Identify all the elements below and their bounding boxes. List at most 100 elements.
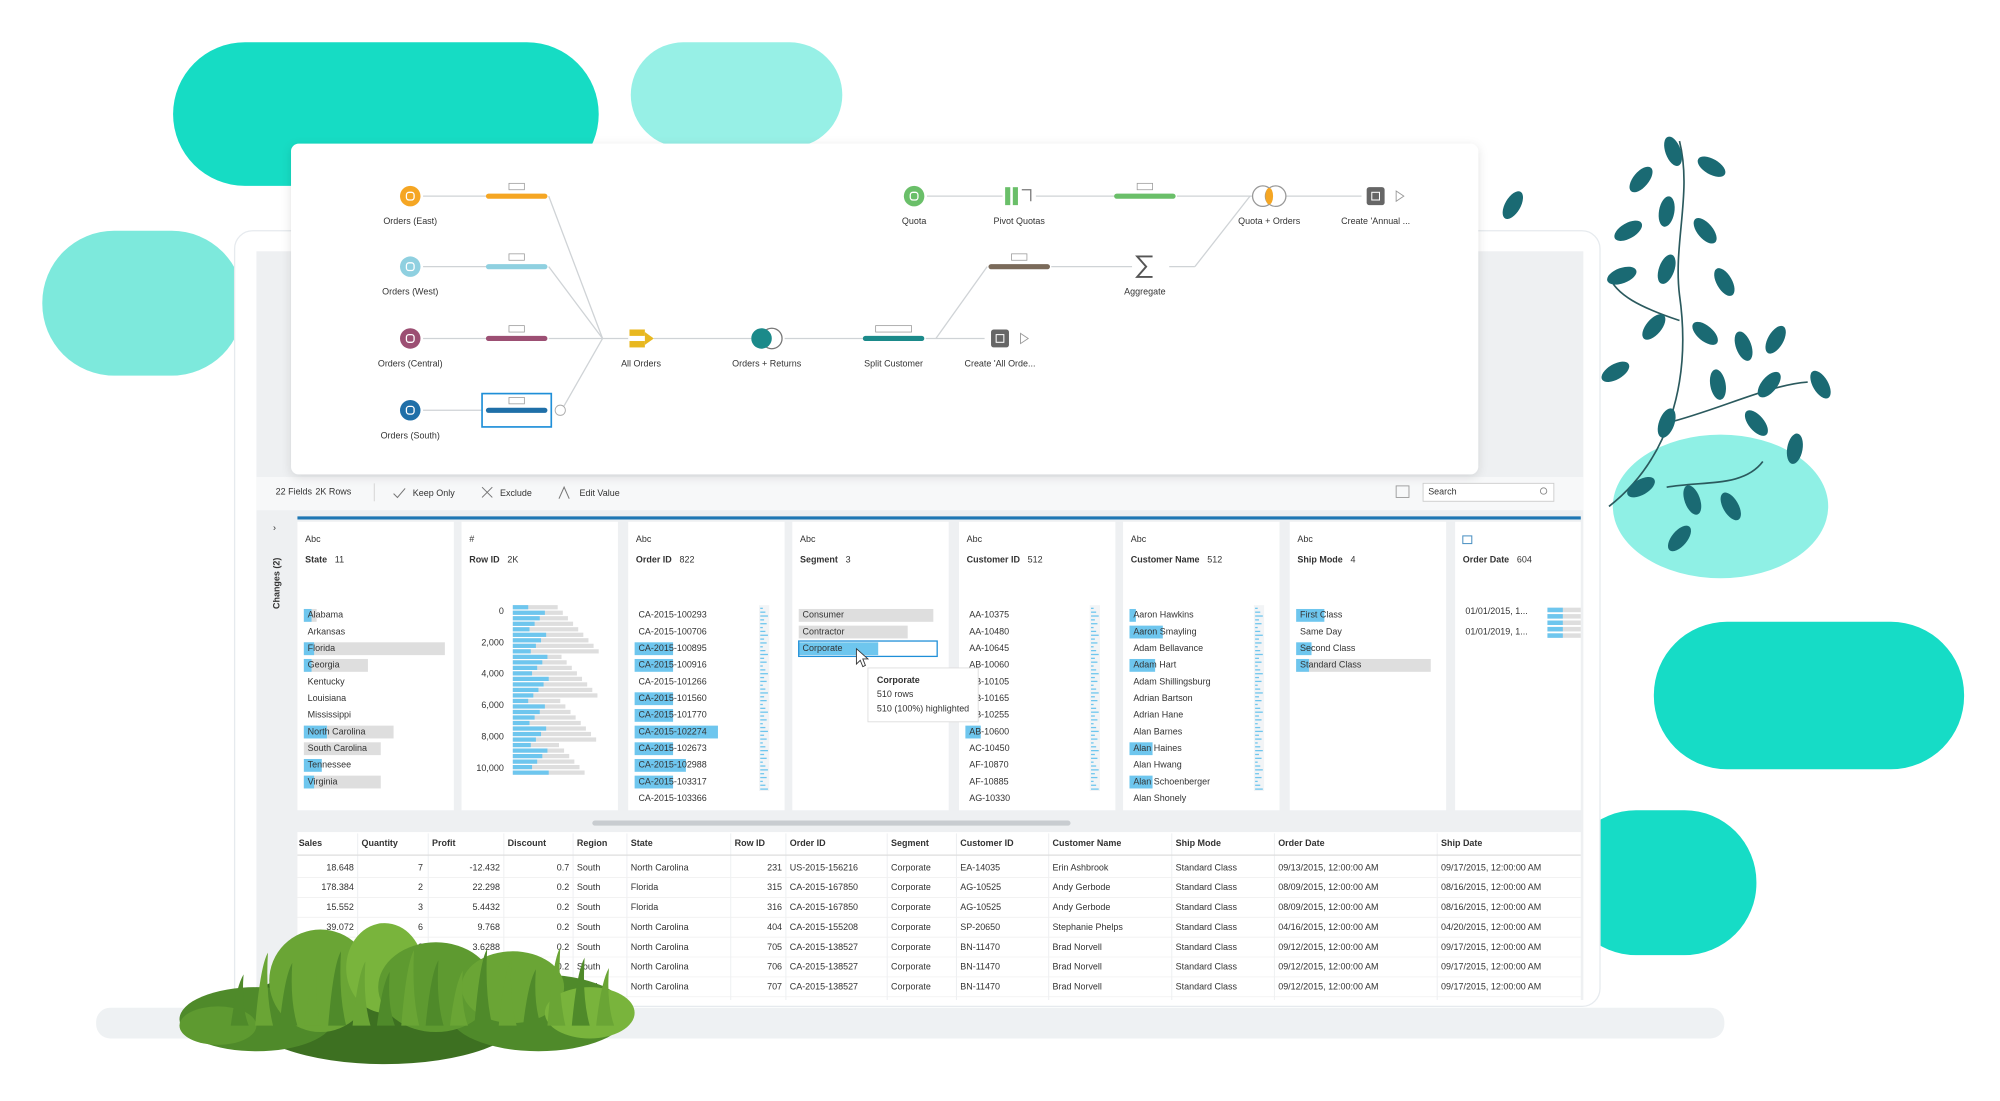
flow-edge	[935, 266, 988, 339]
step-icons	[1011, 253, 1028, 261]
mini-scroll-tick	[760, 738, 767, 740]
view-toggle	[1395, 485, 1410, 498]
toolbar-action[interactable]: Edit Value	[579, 488, 619, 498]
value-highlight	[303, 775, 315, 789]
mini-scroll-tick	[1255, 642, 1262, 644]
step-bar	[988, 264, 1050, 270]
toolbar-action[interactable]: Keep Only	[413, 488, 455, 498]
table-cell: 5.4432	[473, 902, 500, 912]
mini-scroll-tick	[1255, 692, 1263, 694]
mini-scroll-tick	[760, 623, 767, 625]
date-bar	[1547, 620, 1581, 625]
bush-leaf	[279, 962, 298, 1026]
step-bar	[485, 264, 548, 270]
mini-scroll-tick	[760, 699, 767, 702]
table-cell: 0.2	[557, 902, 569, 912]
mini-scroll-tick	[1091, 684, 1094, 686]
mini-scroll-tick	[1255, 715, 1259, 717]
profile-value: Consumer	[803, 610, 844, 620]
profile-value: CA-2015-100293	[638, 610, 706, 620]
field-count: 604	[1517, 555, 1532, 565]
mini-scroll-tick	[1091, 765, 1097, 767]
blob	[1612, 434, 1829, 579]
histogram-bar	[512, 759, 575, 764]
value-highlight	[303, 758, 322, 772]
mini-scroll-tick	[1091, 630, 1097, 633]
blob	[1564, 810, 1757, 956]
flow-node-c	[644, 332, 654, 345]
date-bar	[1547, 633, 1581, 638]
selected-value	[798, 640, 938, 658]
table-cell: BN-11470	[960, 982, 1000, 992]
step-icons	[875, 325, 912, 333]
toolbar-action[interactable]: Exclude	[500, 488, 532, 498]
mini-scroll-tick	[1091, 776, 1098, 779]
flow-panel	[291, 143, 1479, 475]
table-cell: South	[577, 882, 600, 892]
mini-scroll-tick	[1255, 661, 1262, 663]
histogram-tick: 8,000	[481, 732, 503, 742]
mini-scroll-tick	[760, 615, 768, 617]
mini-scroll-tick	[760, 730, 768, 733]
action-icon	[393, 488, 406, 499]
mini-scroll-tick	[1255, 738, 1262, 740]
field-name: Row ID	[469, 555, 500, 565]
histogram-highlight	[512, 704, 545, 709]
mini-scroll-tick	[1091, 773, 1095, 775]
bush-leaf	[328, 951, 347, 1026]
table-cell: CA-2015-138527	[790, 982, 858, 992]
table-cell: Andy Gerbode	[1053, 882, 1111, 892]
profile-card	[1455, 521, 1581, 811]
run-button	[1020, 332, 1030, 345]
mini-scroll-tick	[760, 715, 765, 717]
table-cell: North Carolina	[631, 942, 689, 952]
table-cell: South	[577, 902, 600, 912]
value-bar	[1296, 658, 1431, 672]
flow-node	[1005, 187, 1011, 206]
leaf	[1658, 196, 1675, 227]
profile-value: CA-2015-102988	[638, 760, 706, 770]
mini-scroll-tick	[1255, 730, 1263, 733]
table-cell: 09/13/2015, 12:00:00 AM	[1278, 862, 1378, 872]
mini-scroll-tick	[1091, 619, 1095, 621]
mini-scroll-tick	[1091, 665, 1094, 667]
run-button	[1395, 190, 1405, 203]
profile-value[interactable]: Corporate	[803, 643, 843, 653]
histogram-bar	[512, 726, 586, 731]
flow-node	[903, 185, 925, 207]
table-cell: 2	[418, 882, 423, 892]
date-bar	[1547, 607, 1581, 613]
profile-value: 01/01/2019, 1...	[1465, 626, 1527, 636]
column-header: Customer ID	[960, 838, 1014, 848]
mini-scroll-tick	[760, 607, 763, 609]
table-cell: 404	[767, 922, 782, 932]
histogram-highlight	[512, 616, 540, 621]
node-glyph	[909, 191, 919, 201]
mini-scroll-tick	[1255, 669, 1261, 671]
bush-leaf	[255, 952, 274, 1026]
bush-leaf	[230, 974, 249, 1026]
table-cell: Standard Class	[1176, 982, 1238, 992]
mini-scroll-tick	[1091, 788, 1099, 790]
node-glyph	[405, 191, 415, 201]
histogram-highlight	[512, 759, 538, 764]
value-bar	[303, 742, 381, 756]
mini-scroll-tick	[760, 661, 767, 663]
table-cell: Corporate	[891, 922, 931, 932]
mini-scroll-tick	[1091, 634, 1099, 636]
table-cell: North Carolina	[631, 962, 689, 972]
search-box[interactable]	[1422, 482, 1555, 502]
mini-scroll-tick	[760, 753, 765, 756]
value-highlight	[1129, 658, 1156, 672]
leaf	[1657, 408, 1676, 438]
histogram-tick: 10,000	[476, 763, 503, 773]
table-cell: Brad Norvell	[1053, 982, 1102, 992]
value-highlight	[1129, 775, 1153, 789]
mini-scroll-tick	[1255, 765, 1261, 767]
mini-scroll-tick	[1255, 626, 1258, 629]
profile-value: First Class	[1300, 610, 1343, 620]
bush-leaf	[596, 967, 615, 1026]
table-cell: 08/09/2015, 12:00:00 AM	[1278, 882, 1378, 892]
table-cell: 707	[767, 982, 782, 992]
